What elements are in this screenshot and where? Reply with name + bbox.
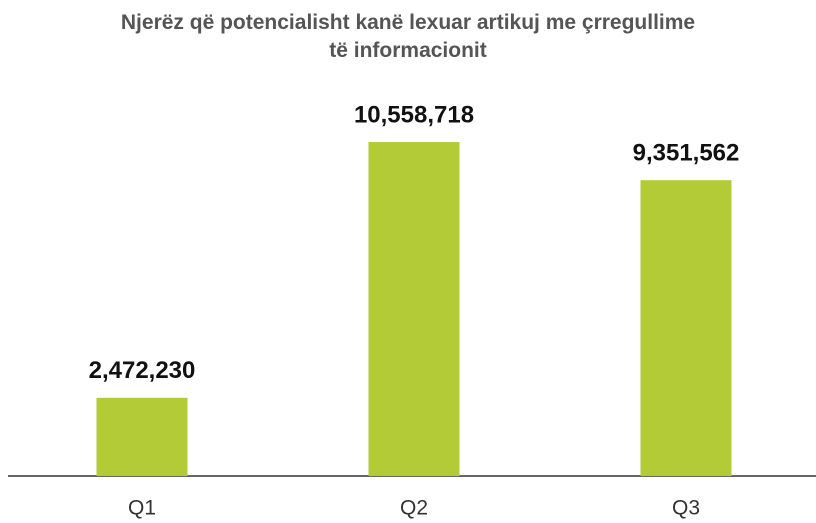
bar <box>96 397 188 476</box>
bar <box>640 180 732 476</box>
value-label: 2,472,230 <box>89 357 196 384</box>
x-tick-label: Q3 <box>672 497 700 520</box>
bar <box>368 142 460 476</box>
x-tick-label: Q2 <box>400 497 428 520</box>
chart-title: Njerëz që potencialisht kanë lexuar arti… <box>120 11 696 62</box>
value-label: 10,558,718 <box>354 101 474 128</box>
value-label: 9,351,562 <box>633 140 740 167</box>
x-tick-label: Q1 <box>128 497 156 520</box>
